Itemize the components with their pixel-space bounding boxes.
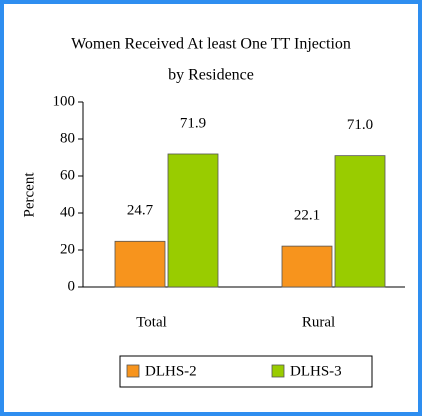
y-tick-label: 20: [60, 241, 75, 257]
y-tick-label: 60: [60, 167, 75, 183]
x-tick-label: Total: [136, 314, 167, 330]
legend-swatch: [126, 364, 140, 378]
y-tick-label: 0: [68, 278, 76, 294]
y-tick-label: 40: [60, 204, 75, 220]
legend-label: DLHS-3: [290, 363, 342, 379]
y-axis-label: Percent: [21, 172, 37, 218]
bar: [114, 240, 166, 288]
bar: [167, 153, 219, 288]
data-label: 22.1: [294, 208, 320, 224]
y-tick-label: 100: [53, 93, 76, 109]
x-tick-label: Rural: [302, 314, 335, 330]
bar: [334, 155, 386, 288]
data-label: 71.0: [347, 117, 373, 133]
bar: [281, 245, 333, 288]
legend-swatch: [271, 364, 285, 378]
chart-subtitle: by Residence: [168, 67, 254, 84]
data-label: 24.7: [127, 203, 154, 219]
y-tick-label: 80: [60, 130, 75, 146]
legend: [119, 355, 373, 388]
data-label: 71.9: [180, 115, 206, 131]
legend-label: DLHS-2: [145, 363, 197, 379]
chart-title: Women Received At least One TT Injection: [71, 36, 351, 53]
